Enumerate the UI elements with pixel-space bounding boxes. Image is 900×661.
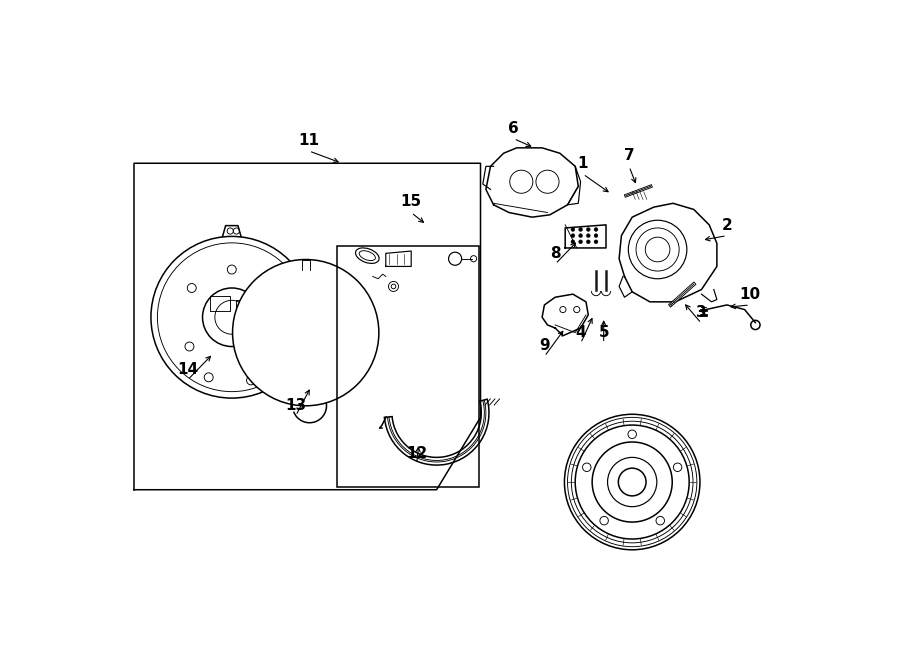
- Circle shape: [579, 227, 582, 231]
- Text: 7: 7: [624, 148, 634, 163]
- Text: 14: 14: [177, 362, 199, 377]
- Text: 3: 3: [697, 305, 706, 321]
- Text: 5: 5: [598, 325, 609, 340]
- Circle shape: [587, 234, 590, 237]
- Circle shape: [587, 227, 590, 231]
- Circle shape: [628, 220, 687, 279]
- Text: 2: 2: [722, 217, 733, 233]
- Text: 9: 9: [539, 338, 550, 354]
- Text: 15: 15: [400, 194, 422, 210]
- Text: 4: 4: [575, 325, 586, 340]
- Circle shape: [571, 240, 575, 244]
- Text: 12: 12: [406, 446, 428, 461]
- Circle shape: [587, 240, 590, 244]
- Circle shape: [594, 234, 598, 237]
- Text: 10: 10: [740, 287, 760, 302]
- Text: 13: 13: [285, 398, 306, 412]
- Text: 8: 8: [550, 246, 561, 261]
- Circle shape: [579, 240, 582, 244]
- Text: 1: 1: [578, 156, 589, 171]
- Circle shape: [232, 260, 379, 406]
- Text: 11: 11: [298, 133, 320, 148]
- Circle shape: [594, 240, 598, 244]
- Bar: [337, 247, 479, 486]
- Circle shape: [571, 227, 575, 231]
- Circle shape: [571, 234, 575, 237]
- Circle shape: [579, 234, 582, 237]
- Text: 6: 6: [508, 120, 519, 136]
- Circle shape: [594, 227, 598, 231]
